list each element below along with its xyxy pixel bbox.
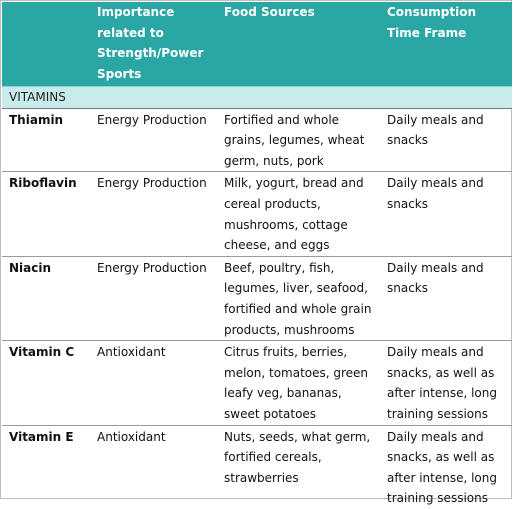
importance-cell: Energy Production: [90, 108, 217, 173]
section-row: VITAMINS: [2, 86, 512, 109]
table-row: Thiamin Energy Production Fortified and …: [2, 108, 512, 173]
importance-cell: Energy Production: [90, 256, 217, 342]
time-frame-cell: Daily meals and snacks, as well as after…: [380, 340, 512, 426]
time-frame-cell: Daily meals and snacks: [380, 171, 512, 257]
time-frame-cell: Daily meals and snacks: [380, 108, 512, 173]
time-frame-cell: Daily meals and snacks, as well as after…: [387, 429, 497, 506]
nutrient-cell: Vitamin E: [9, 429, 74, 444]
header-food-sources: Food Sources: [217, 2, 380, 87]
nutrient-cell: Riboflavin: [2, 171, 90, 257]
food-sources-cell: Fortified and whole grains, legumes, whe…: [217, 108, 380, 173]
header-importance: Importance related to Strength/Power Spo…: [90, 2, 217, 87]
food-sources-cell: Milk, yogurt, bread and cereal products,…: [217, 171, 380, 257]
nutrient-cell: Niacin: [2, 256, 90, 342]
header-nutrient: [2, 2, 90, 87]
header-consumption-time-frame: Consumption Time Frame: [380, 2, 512, 87]
food-sources-cell: Nuts, seeds, what germ, fortified cereal…: [224, 429, 371, 485]
table-row: Vitamin C Antioxidant Citrus fruits, ber…: [2, 340, 512, 426]
importance-cell: Antioxidant: [90, 340, 217, 426]
nutrient-cell: Thiamin: [2, 108, 90, 173]
importance-cell: Energy Production: [90, 171, 217, 257]
importance-cell: Antioxidant: [97, 429, 166, 444]
food-sources-cell: Citrus fruits, berries, melon, tomatoes,…: [217, 340, 380, 426]
table-row: Niacin Energy Production Beef, poultry, …: [2, 256, 512, 342]
table-row: Vitamin E Antioxidant Nuts, seeds, what …: [2, 425, 512, 509]
time-frame-cell: Daily meals and snacks: [380, 256, 512, 342]
table-header-row: Importance related to Strength/Power Spo…: [2, 2, 512, 87]
section-label: VITAMINS: [2, 86, 512, 109]
nutrient-cell: Vitamin C: [2, 340, 90, 426]
food-sources-cell: Beef, poultry, fish, legumes, liver, sea…: [217, 256, 380, 342]
table-row: Riboflavin Energy Production Milk, yogur…: [2, 171, 512, 257]
